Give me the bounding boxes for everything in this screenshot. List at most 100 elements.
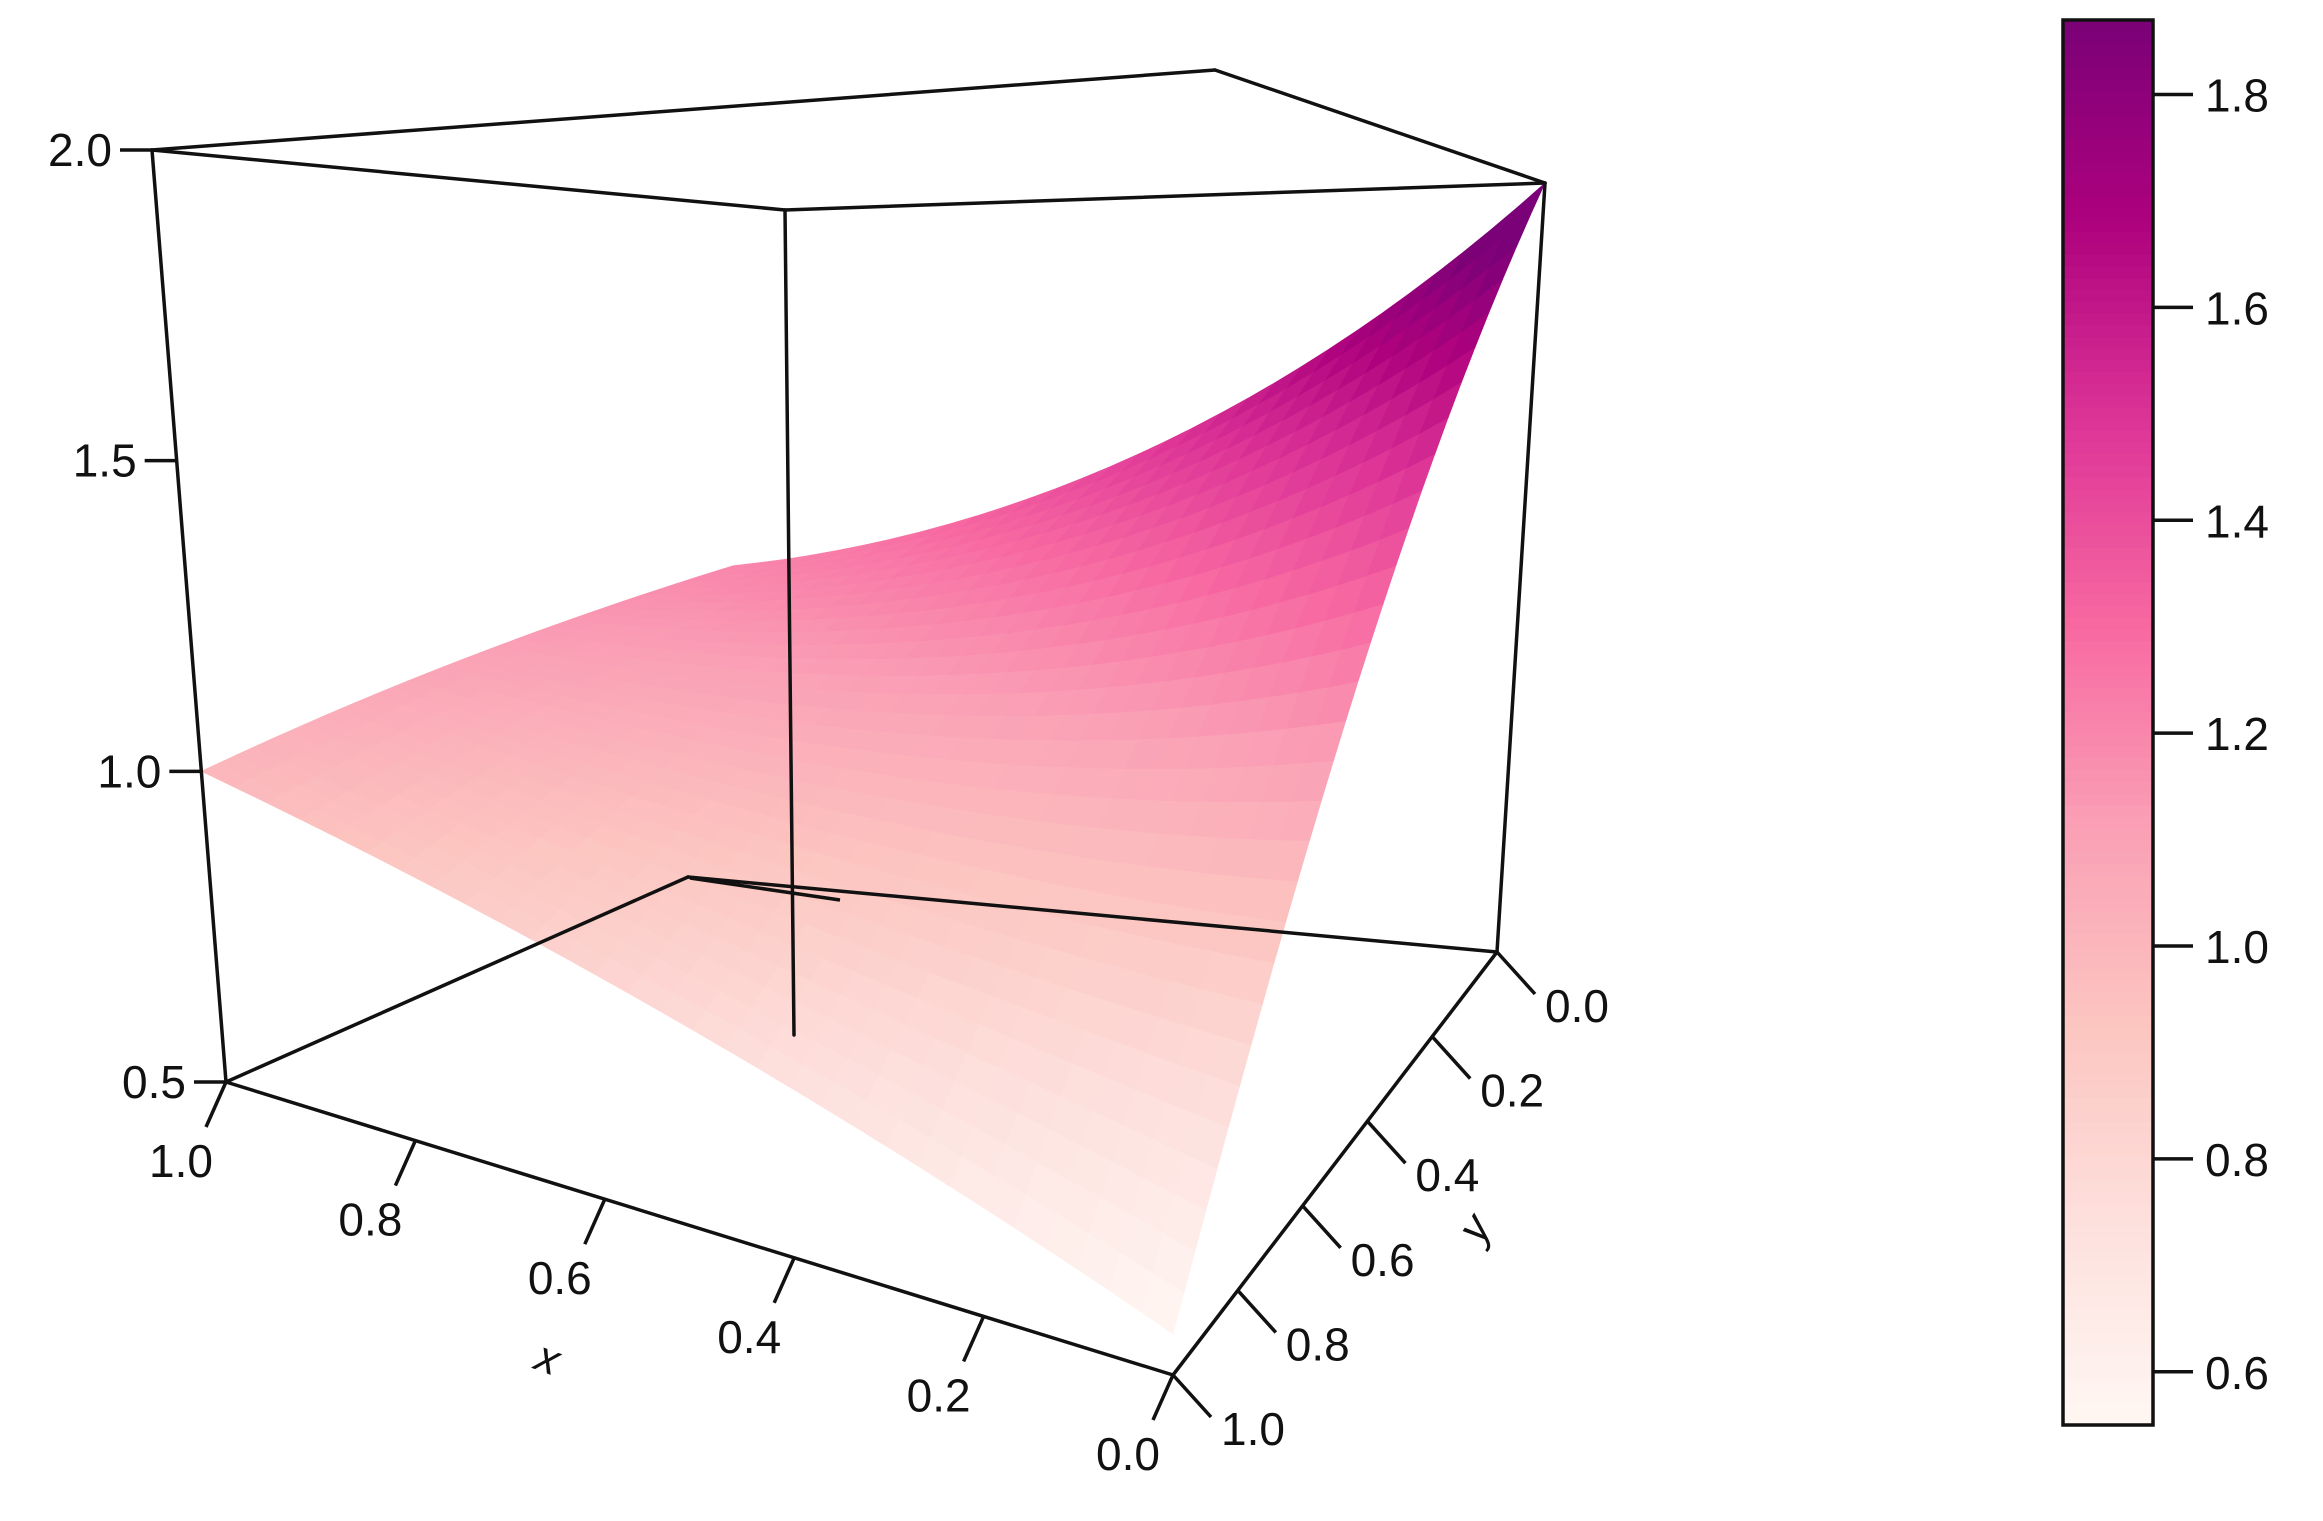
colorbar-swatch <box>2063 851 2153 864</box>
colorbar-swatch <box>2063 442 2153 455</box>
colorbar-swatch <box>2063 1144 2153 1157</box>
colorbar-swatch <box>2063 734 2153 747</box>
colorbar-swatch <box>2063 1097 2153 1110</box>
colorbar-swatch <box>2063 348 2153 361</box>
colorbar-swatch <box>2063 641 2153 654</box>
colorbar-swatch <box>2063 102 2153 115</box>
colorbar-swatch <box>2063 1285 2153 1298</box>
z-tick-label: 1.5 <box>73 435 137 487</box>
colorbar-swatch <box>2063 886 2153 899</box>
x-tick-mark <box>206 1082 226 1127</box>
y-tick-label: 0.2 <box>1480 1065 1544 1117</box>
colorbar-swatch <box>2063 1203 2153 1216</box>
colorbar-swatch <box>2063 945 2153 958</box>
colorbar-swatch <box>2063 1179 2153 1192</box>
colorbar-swatch <box>2063 1261 2153 1274</box>
colorbar-swatch <box>2063 125 2153 138</box>
colorbar-swatch <box>2063 1085 2153 1098</box>
colorbar-tick-label: 0.8 <box>2205 1134 2269 1186</box>
colorbar-swatch <box>2063 968 2153 981</box>
colorbar-swatch <box>2063 1132 2153 1145</box>
colorbar-swatch <box>2063 488 2153 501</box>
colorbar-swatch <box>2063 910 2153 923</box>
colorbar-swatch <box>2063 477 2153 490</box>
colorbar-swatch <box>2063 793 2153 806</box>
colorbar-swatch <box>2063 1121 2153 1134</box>
y-tick-mark <box>1238 1290 1276 1332</box>
colorbar-swatch <box>2063 1378 2153 1391</box>
colorbar-swatch <box>2063 664 2153 677</box>
y-tick-label: 0.6 <box>1351 1234 1415 1286</box>
surface <box>201 183 1545 1334</box>
y-axis-title: y <box>1447 1203 1503 1253</box>
colorbar-swatch <box>2063 313 2153 326</box>
colorbar-swatch <box>2063 1296 2153 1309</box>
colorbar-swatch <box>2063 371 2153 384</box>
colorbar-swatch <box>2063 196 2153 209</box>
box-edge-top-back-right <box>1215 70 1545 183</box>
x-tick-mark <box>585 1199 605 1244</box>
colorbar-tick-label: 0.6 <box>2205 1347 2269 1399</box>
y-tick-mark <box>1432 1037 1470 1079</box>
y-tick-label: 0.4 <box>1415 1149 1479 1201</box>
colorbar-swatch <box>2063 594 2153 607</box>
colorbar-swatch <box>2063 90 2153 103</box>
colorbar-swatch <box>2063 769 2153 782</box>
x-tick-label: 0.0 <box>1096 1428 1160 1480</box>
colorbar-swatch <box>2063 687 2153 700</box>
y-tick-mark <box>1303 1206 1341 1248</box>
colorbar-swatch <box>2063 1015 2153 1028</box>
colorbar-swatch <box>2063 43 2153 56</box>
colorbar-swatch <box>2063 1027 2153 1040</box>
y-tick-mark <box>1497 952 1535 994</box>
colorbar-swatch <box>2063 898 2153 911</box>
x-tick-mark <box>395 1141 415 1186</box>
z-tick-label: 1.0 <box>97 745 161 797</box>
colorbar-swatch <box>2063 453 2153 466</box>
colorbar-tick-label: 1.0 <box>2205 921 2269 973</box>
colorbar-swatch <box>2063 360 2153 373</box>
colorbar-swatch <box>2063 582 2153 595</box>
colorbar-swatch <box>2063 535 2153 548</box>
colorbar-swatch <box>2063 1402 2153 1415</box>
colorbar-swatch <box>2063 32 2153 45</box>
x-tick-label: 0.6 <box>528 1252 592 1304</box>
colorbar-swatch <box>2063 804 2153 817</box>
colorbar-swatch <box>2063 336 2153 349</box>
colorbar-swatch <box>2063 137 2153 150</box>
colorbar-swatch <box>2063 699 2153 712</box>
x-tick-mark <box>1153 1375 1173 1420</box>
z-tick-label: 2.0 <box>48 124 112 176</box>
colorbar-swatch <box>2063 1004 2153 1017</box>
box-edge-right-vertical <box>1497 183 1545 952</box>
colorbar-swatch <box>2063 711 2153 724</box>
colorbar-swatch <box>2063 20 2153 33</box>
colorbar-swatch <box>2063 1191 2153 1204</box>
x-axis-title: x <box>527 1331 568 1386</box>
x-tick-mark <box>964 1316 984 1361</box>
colorbar-swatch <box>2063 957 2153 970</box>
box-edge-left-vertical <box>152 150 226 1082</box>
colorbar-swatch <box>2063 242 2153 255</box>
colorbar-swatch <box>2063 723 2153 736</box>
x-tick-label: 0.4 <box>717 1311 781 1363</box>
colorbar-swatch <box>2063 55 2153 68</box>
colorbar-swatch <box>2063 840 2153 853</box>
box-edge-top-front-right <box>785 183 1545 210</box>
x-tick-label: 0.8 <box>338 1194 402 1246</box>
y-tick-label: 1.0 <box>1221 1403 1285 1455</box>
colorbar-swatch <box>2063 1109 2153 1122</box>
colorbar-swatch <box>2063 758 2153 771</box>
colorbar-swatch <box>2063 207 2153 220</box>
colorbar-swatch <box>2063 1156 2153 1169</box>
colorbar-swatch <box>2063 161 2153 174</box>
colorbar-tick-label: 1.4 <box>2205 495 2269 547</box>
colorbar-swatch <box>2063 629 2153 642</box>
y-tick-mark <box>1367 1121 1405 1163</box>
colorbar-swatch <box>2063 184 2153 197</box>
colorbar-swatch <box>2063 395 2153 408</box>
colorbar-swatch <box>2063 406 2153 419</box>
colorbar-swatch <box>2063 746 2153 759</box>
colorbar-swatch <box>2063 570 2153 583</box>
